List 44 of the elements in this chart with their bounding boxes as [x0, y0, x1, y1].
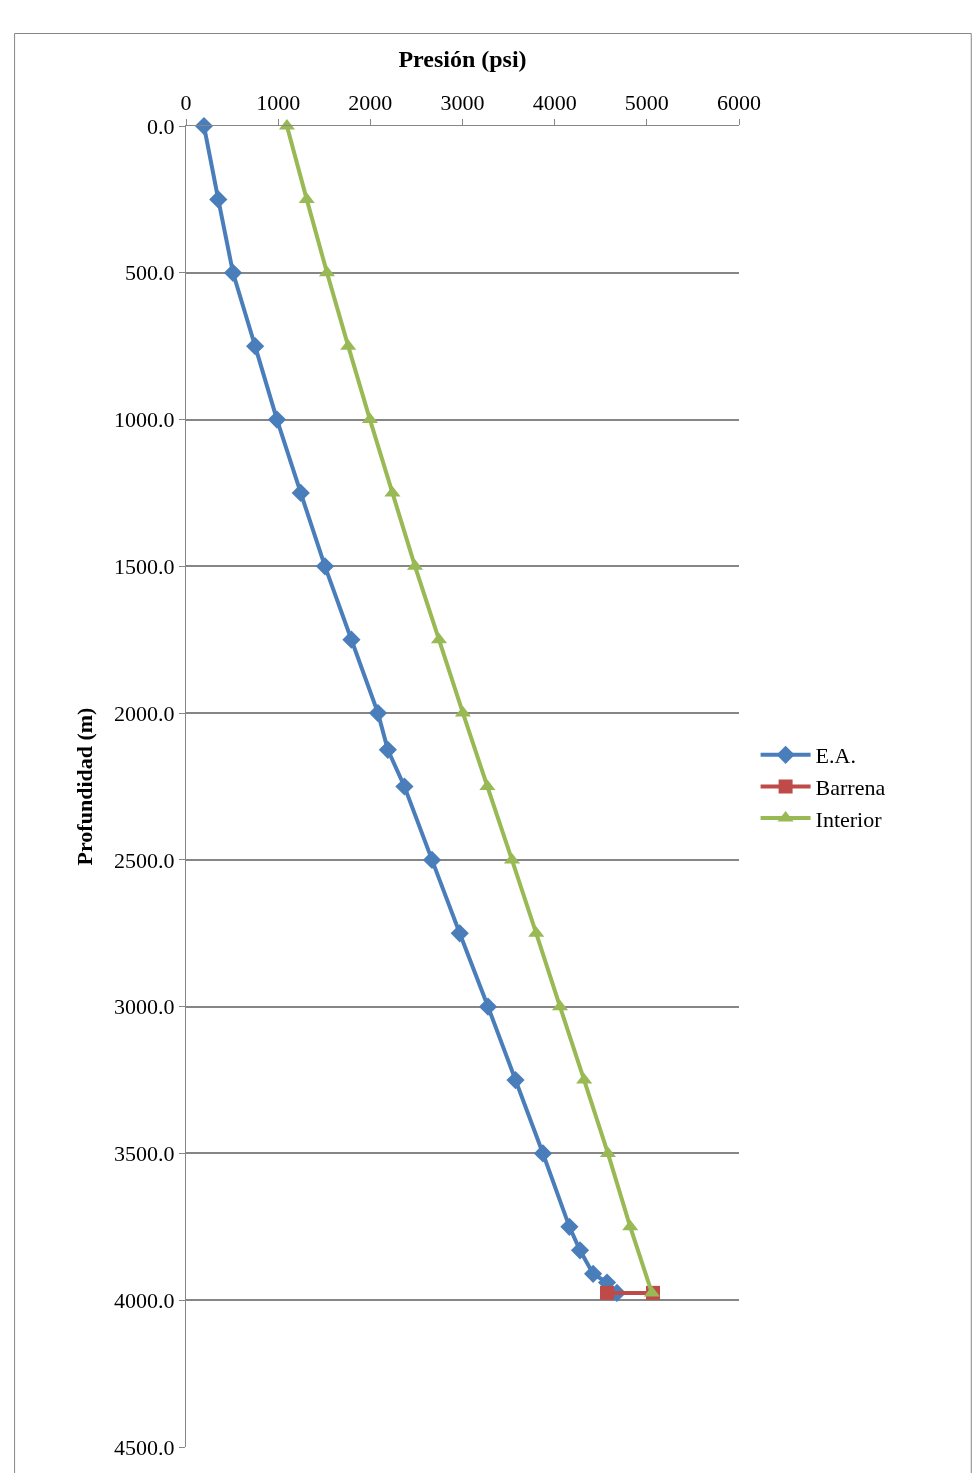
point	[368, 704, 388, 723]
y-tick-label: 2000.0	[114, 700, 175, 726]
point	[384, 485, 401, 497]
point	[584, 1264, 603, 1283]
y-tick-label: 500.0	[125, 260, 175, 286]
x-axis-title: Presión (psi)	[398, 46, 527, 73]
point	[422, 850, 442, 869]
point	[622, 1219, 639, 1231]
y-tick-label: 1500.0	[114, 554, 175, 580]
point	[246, 337, 265, 356]
point	[533, 1144, 553, 1163]
y-tick-label: 2500.0	[114, 847, 175, 873]
x-tick-label: 4000	[532, 90, 577, 116]
y-tick-label: 3000.0	[114, 994, 175, 1020]
y-tick-label: 1000.0	[114, 407, 175, 433]
point	[194, 116, 214, 136]
x-tick-label: 2000	[348, 90, 393, 116]
point	[506, 1070, 525, 1090]
y-axis-title: Profundidad (m)	[71, 707, 97, 866]
point	[600, 1285, 615, 1300]
point	[560, 1217, 579, 1236]
y-tick-label: 4500.0	[114, 1434, 175, 1460]
point	[342, 630, 361, 649]
point	[209, 190, 228, 209]
y-tick-label: 3500.0	[114, 1141, 175, 1167]
x-tick-label: 3000	[440, 90, 485, 116]
legend-label: Interior	[815, 806, 883, 832]
legend-label: E.A.	[815, 743, 856, 769]
point	[570, 1241, 590, 1260]
point	[395, 777, 414, 796]
point	[223, 263, 243, 282]
x-tick-label: 0	[180, 90, 192, 116]
point	[267, 410, 287, 429]
point	[378, 740, 397, 759]
y-tick-label: 4000.0	[114, 1287, 175, 1313]
point	[315, 557, 335, 576]
point	[478, 997, 498, 1016]
point	[291, 483, 310, 503]
y-tick-label: 0.0	[147, 113, 175, 139]
x-tick-label: 5000	[624, 90, 669, 116]
x-tick-label: 6000	[717, 90, 761, 116]
point	[450, 924, 469, 943]
legend-label: Barrena	[815, 774, 886, 800]
x-tick-label: 1000	[256, 90, 301, 116]
